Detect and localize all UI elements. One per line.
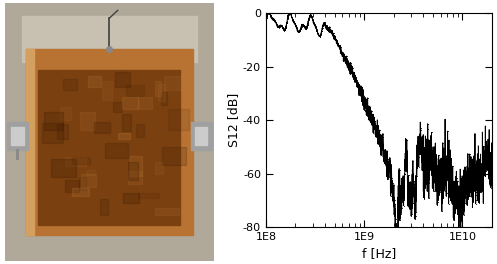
Bar <box>85 170 95 175</box>
Bar <box>128 162 138 180</box>
Bar <box>155 208 179 215</box>
Bar <box>130 155 143 176</box>
Bar <box>155 162 164 174</box>
Bar <box>138 193 159 198</box>
Bar <box>158 84 165 101</box>
Bar <box>94 122 110 133</box>
Bar <box>191 122 212 150</box>
Bar <box>42 123 63 143</box>
Bar <box>51 159 76 177</box>
Bar <box>138 97 152 109</box>
Bar <box>88 77 101 87</box>
Bar <box>126 86 144 96</box>
Bar <box>101 81 112 100</box>
Bar <box>57 124 68 139</box>
X-axis label: f [Hz]: f [Hz] <box>362 247 396 261</box>
Bar <box>80 112 95 130</box>
Bar <box>161 92 167 105</box>
Bar <box>79 177 86 190</box>
Bar <box>26 49 34 235</box>
Bar <box>72 157 90 164</box>
Bar <box>155 81 162 96</box>
Bar <box>122 115 132 131</box>
Bar <box>164 76 184 89</box>
Bar <box>60 107 71 120</box>
Bar <box>38 70 180 225</box>
Bar <box>65 157 86 166</box>
Bar <box>65 180 79 192</box>
Bar <box>11 127 24 145</box>
Bar <box>44 112 63 130</box>
Bar <box>63 79 77 91</box>
Bar <box>113 102 122 112</box>
Bar <box>163 147 186 165</box>
Bar <box>81 174 96 187</box>
Bar <box>26 49 193 235</box>
Bar <box>115 72 130 87</box>
Bar <box>128 171 142 184</box>
Bar <box>123 193 139 203</box>
Bar <box>118 133 130 139</box>
Bar <box>105 143 128 158</box>
Bar <box>136 124 144 137</box>
Bar <box>195 127 207 145</box>
Bar <box>7 122 28 150</box>
Bar <box>167 109 189 130</box>
Bar <box>122 97 138 109</box>
Bar <box>72 188 89 196</box>
Bar <box>22 16 197 62</box>
Y-axis label: S12 [dB]: S12 [dB] <box>227 93 240 147</box>
Bar <box>100 199 107 215</box>
